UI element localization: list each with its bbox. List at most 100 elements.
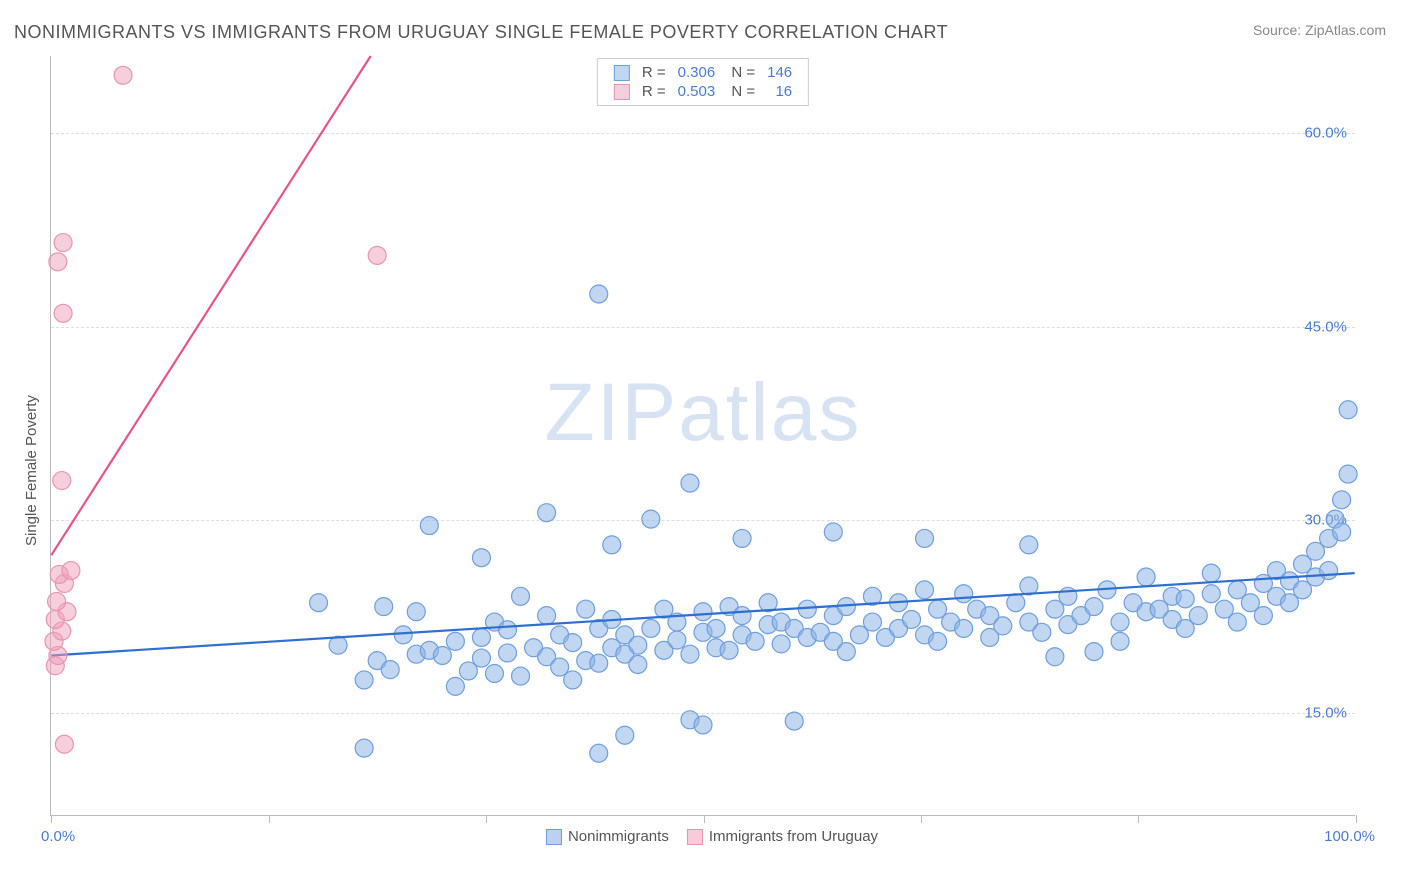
legend-r-label: R = <box>636 82 672 101</box>
data-point <box>629 636 647 654</box>
data-point <box>355 739 373 757</box>
data-point <box>863 613 881 631</box>
chart-container: NONIMMIGRANTS VS IMMIGRANTS FROM URUGUAY… <box>0 0 1406 892</box>
legend-n-label: N = <box>721 82 761 101</box>
data-point <box>1033 623 1051 641</box>
data-point <box>446 677 464 695</box>
chart-svg <box>51 56 1355 815</box>
data-point <box>1339 401 1357 419</box>
source-label: Source: ZipAtlas.com <box>1253 22 1386 38</box>
data-point <box>564 634 582 652</box>
data-point <box>433 646 451 664</box>
data-point <box>916 529 934 547</box>
trend-line <box>51 56 370 555</box>
data-point <box>62 562 80 580</box>
data-point <box>590 654 608 672</box>
x-tick <box>51 815 52 823</box>
x-tick <box>269 815 270 823</box>
data-point <box>694 716 712 734</box>
data-point <box>485 665 503 683</box>
data-point <box>772 635 790 653</box>
data-point <box>629 655 647 673</box>
x-tick <box>921 815 922 823</box>
data-point <box>48 592 66 610</box>
data-point <box>1111 632 1129 650</box>
data-point <box>53 472 71 490</box>
data-point <box>1085 643 1103 661</box>
data-point <box>1202 585 1220 603</box>
data-point <box>1202 564 1220 582</box>
data-point <box>694 603 712 621</box>
data-point <box>512 667 530 685</box>
x-axis-min-label: 0.0% <box>41 828 75 845</box>
data-point <box>642 510 660 528</box>
data-point <box>603 536 621 554</box>
data-point <box>355 671 373 689</box>
legend-swatch-icon <box>687 829 703 845</box>
data-point <box>916 581 934 599</box>
legend-r-value: 0.306 <box>672 63 722 82</box>
x-tick <box>1138 815 1139 823</box>
data-point <box>446 632 464 650</box>
data-point <box>472 649 490 667</box>
data-point <box>54 304 72 322</box>
data-point <box>538 504 556 522</box>
data-point <box>1339 465 1357 483</box>
data-point <box>329 636 347 654</box>
legend-stats-row: R = 0.503 N = 16 <box>608 82 798 101</box>
data-point <box>1007 594 1025 612</box>
x-tick <box>704 815 705 823</box>
legend-r-label: R = <box>636 63 672 82</box>
legend-swatch-icon <box>546 829 562 845</box>
legend-swatch-icon <box>614 84 630 100</box>
data-point <box>785 712 803 730</box>
legend-n-value: 16 <box>761 82 798 101</box>
data-point <box>681 474 699 492</box>
y-axis-label: Single Female Poverty <box>23 395 40 546</box>
data-point <box>1189 607 1207 625</box>
data-point <box>55 735 73 753</box>
data-point <box>590 285 608 303</box>
legend-n-value: 146 <box>761 63 798 82</box>
data-point <box>1176 590 1194 608</box>
data-point <box>1320 562 1338 580</box>
data-point <box>368 246 386 264</box>
data-point <box>955 585 973 603</box>
data-point <box>564 671 582 689</box>
data-point <box>54 234 72 252</box>
data-point <box>1254 607 1272 625</box>
data-point <box>642 619 660 637</box>
data-point <box>375 598 393 616</box>
data-point <box>538 607 556 625</box>
data-point <box>616 726 634 744</box>
data-point <box>472 628 490 646</box>
legend-r-value: 0.503 <box>672 82 722 101</box>
data-point <box>746 632 764 650</box>
data-point <box>733 607 751 625</box>
data-point <box>955 619 973 637</box>
data-point <box>824 523 842 541</box>
x-axis-max-label: 100.0% <box>1324 828 1375 845</box>
data-point <box>1111 613 1129 631</box>
data-point <box>577 600 595 618</box>
data-point <box>49 253 67 271</box>
data-point <box>681 645 699 663</box>
data-point <box>837 643 855 661</box>
data-point <box>1085 598 1103 616</box>
data-point <box>472 549 490 567</box>
data-point <box>590 744 608 762</box>
data-point <box>381 661 399 679</box>
data-point <box>499 644 517 662</box>
data-point <box>1333 523 1351 541</box>
data-point <box>1020 536 1038 554</box>
data-point <box>310 594 328 612</box>
data-point <box>929 632 947 650</box>
data-point <box>512 587 530 605</box>
chart-title: NONIMMIGRANTS VS IMMIGRANTS FROM URUGUAY… <box>14 22 948 43</box>
data-point <box>394 626 412 644</box>
legend-stats: R = 0.306 N = 146 R = 0.503 N = 16 <box>597 58 809 106</box>
x-tick <box>1356 815 1357 823</box>
legend-stats-row: R = 0.306 N = 146 <box>608 63 798 82</box>
data-point <box>1137 568 1155 586</box>
data-point <box>1046 648 1064 666</box>
